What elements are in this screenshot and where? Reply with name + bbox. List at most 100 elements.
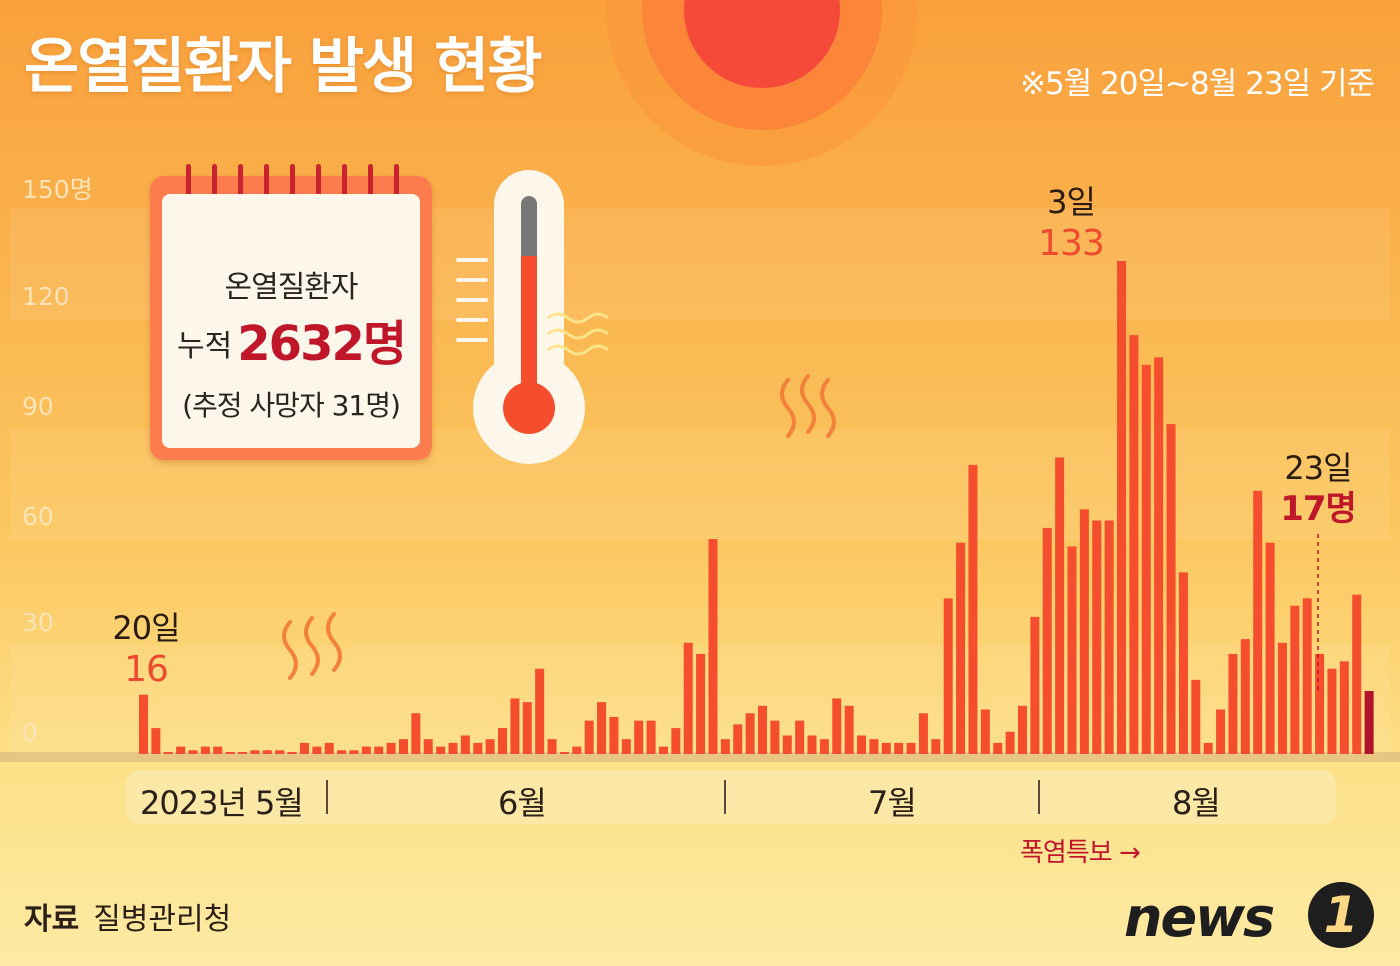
bar-day-39 [609,716,619,754]
bar-day-49 [733,724,743,754]
bar-day-72 [1017,705,1027,754]
bar-day-100 [1364,690,1374,754]
bar-day-97 [1327,668,1337,754]
bar-day-61 [881,742,891,754]
bar-day-45 [683,642,693,754]
x-label-may: 2023년 5월 [140,784,304,822]
card-heading: 온열질환자 [224,270,359,305]
bar-day-69 [980,709,990,754]
bar-day-27 [460,735,470,754]
bar-day-96 [1315,653,1325,754]
bar-day-46 [696,653,706,754]
calendar-ring-icon [316,164,321,204]
calendar-ring-icon [342,164,347,204]
calendar-ring-icon [394,164,399,204]
x-axis-band [126,770,1336,824]
month-divider [724,780,726,814]
bar-day-74 [1042,527,1052,754]
bar-day-82 [1141,364,1151,754]
baseline-shadow [0,752,1400,762]
bar-day-21 [386,742,396,754]
bar-day-28 [473,742,483,754]
bar-day-19 [361,746,371,754]
bar-day-47 [708,539,718,754]
bar-day-29 [485,739,495,754]
bar-series [139,261,1374,754]
logo-text: news [1124,886,1275,949]
bar-day-88 [1216,709,1226,754]
bar-day-95 [1302,598,1312,754]
bar-day-9 [238,752,248,754]
bar-day-22 [398,739,408,754]
bar-day-23 [411,713,421,754]
y-tick-label: 60 [22,502,54,531]
heat-wave-icon [282,374,836,680]
start-annotation: 20일 16 [106,612,186,688]
card-deaths: (추정 사망자 31명) [182,389,401,422]
bar-day-40 [621,739,631,754]
month-divider [1038,780,1040,814]
bar-day-38 [597,702,607,754]
bar-day-11 [262,750,272,754]
y-tick-label: 150명 [22,175,93,204]
bar-day-89 [1228,653,1238,754]
bar-day-84 [1166,424,1176,754]
y-tick-label: 30 [22,608,54,637]
bar-day-77 [1079,509,1089,754]
bar-day-76 [1067,546,1077,754]
bar-day-86 [1191,679,1201,754]
card-total-value: 2632명 [237,316,407,372]
bar-day-55 [807,735,817,754]
y-tick-label: 0 [22,718,38,747]
last-value-label: 17명 [1280,489,1357,529]
calendar-ring-icon [186,164,191,204]
bar-day-70 [993,742,1003,754]
bar-day-87 [1203,742,1213,754]
bar-day-8 [225,752,235,754]
month-divider [326,780,328,814]
last-annotation: 23일 17명 [1268,452,1368,526]
bar-day-1 [139,694,148,754]
peak-day-label: 3일 [1047,183,1096,221]
bar-day-15 [312,746,322,754]
bar-day-73 [1030,616,1040,754]
x-label-august: 8월 [1172,784,1221,822]
bar-day-81 [1129,335,1139,754]
bar-day-34 [547,739,557,754]
bar-day-58 [844,705,854,754]
page-title: 온열질환자 발생 현황 [24,32,543,102]
bar-day-50 [745,713,755,754]
logo-mark: 1 [1308,882,1374,948]
news1-logo: news 1 [1124,882,1374,952]
x-label-july: 7월 [868,784,917,822]
bar-day-26 [448,742,458,754]
source-credit: 자료 질병관리청 [24,894,231,938]
bar-day-57 [832,698,842,754]
bar-day-30 [498,728,508,754]
bar-day-67 [956,542,966,754]
source-label: 자료 [24,902,80,937]
bar-day-80 [1117,261,1127,754]
bar-day-14 [299,742,309,754]
bar-day-68 [968,464,978,754]
bar-day-42 [646,720,656,754]
arrow-right-icon: → [1118,838,1141,868]
calendar-page: 온열질환자 누적 2632명 (추정 사망자 31명) [162,194,420,448]
bar-day-53 [782,735,792,754]
bar-day-85 [1178,572,1188,754]
bar-day-71 [1005,731,1015,754]
start-day-label: 20일 [112,609,180,647]
thermometer-icon [456,170,609,464]
bar-day-25 [436,746,446,754]
bar-day-18 [349,750,359,754]
bar-day-65 [931,739,941,754]
bar-day-32 [522,702,532,754]
bar-day-91 [1253,490,1263,754]
calendar-ring-icon [290,164,295,204]
bar-day-6 [200,746,210,754]
calendar-ring-icon [212,164,217,204]
bar-day-60 [869,739,879,754]
date-basis-note: ※5월 20일~8월 23일 기준 [1020,66,1375,102]
bar-day-33 [535,668,545,754]
